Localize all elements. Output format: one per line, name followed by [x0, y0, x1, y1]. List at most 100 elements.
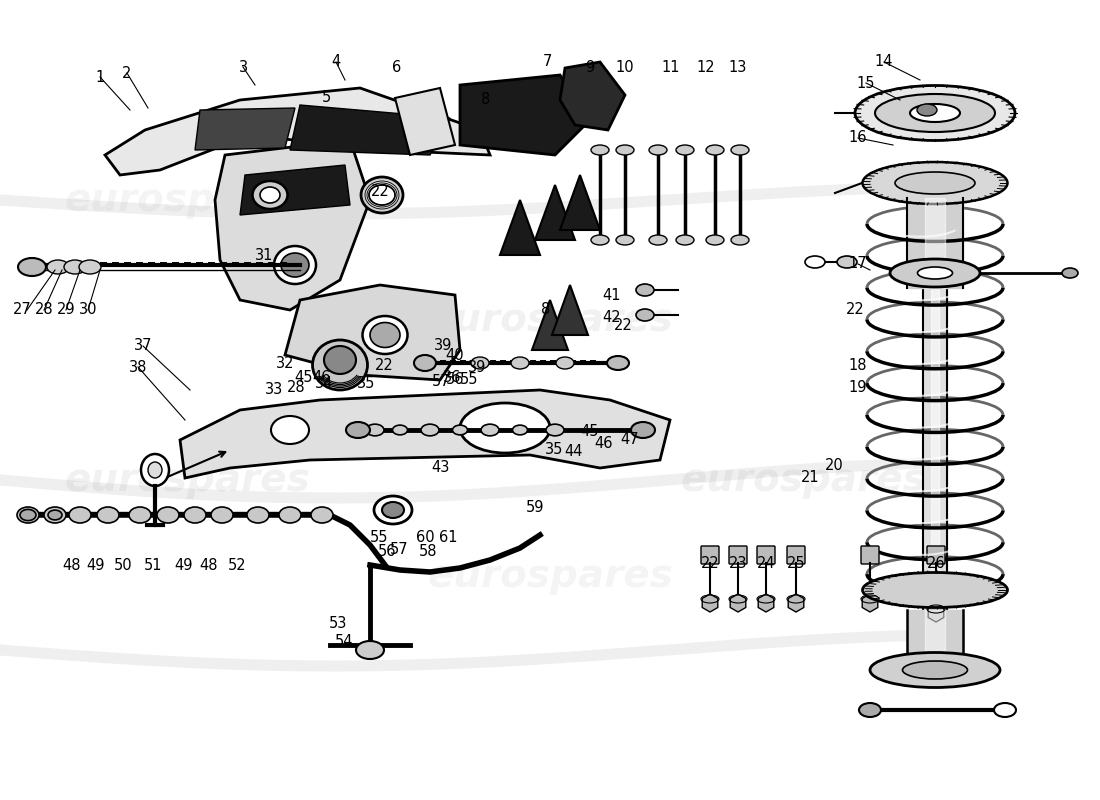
- Text: 54: 54: [334, 634, 353, 650]
- Text: 36: 36: [443, 370, 461, 385]
- Ellipse shape: [870, 653, 1000, 687]
- Ellipse shape: [157, 507, 179, 523]
- Text: 55: 55: [370, 530, 388, 545]
- Ellipse shape: [917, 267, 953, 279]
- Text: 35: 35: [356, 375, 375, 390]
- Ellipse shape: [79, 260, 101, 274]
- Ellipse shape: [44, 507, 66, 523]
- Text: eurospares: eurospares: [64, 181, 310, 219]
- Text: 8: 8: [541, 302, 551, 318]
- Text: 9: 9: [585, 59, 595, 74]
- Text: 22: 22: [614, 318, 632, 334]
- Text: 55: 55: [460, 373, 478, 387]
- Text: 41: 41: [603, 289, 622, 303]
- Ellipse shape: [452, 425, 468, 435]
- Ellipse shape: [862, 162, 1008, 204]
- Text: 34: 34: [315, 375, 333, 390]
- Text: 19: 19: [849, 381, 867, 395]
- Text: 7: 7: [542, 54, 552, 70]
- Ellipse shape: [184, 507, 206, 523]
- Ellipse shape: [312, 340, 367, 390]
- Text: 5: 5: [321, 90, 331, 105]
- Ellipse shape: [48, 510, 62, 520]
- Ellipse shape: [676, 145, 694, 155]
- Polygon shape: [214, 140, 370, 310]
- Text: 17: 17: [849, 257, 867, 271]
- Text: 29: 29: [57, 302, 75, 318]
- Text: 20: 20: [825, 458, 844, 474]
- Polygon shape: [500, 200, 540, 255]
- Text: 33: 33: [265, 382, 283, 398]
- Ellipse shape: [636, 284, 654, 296]
- Text: 60: 60: [416, 530, 434, 545]
- FancyBboxPatch shape: [757, 546, 776, 564]
- Ellipse shape: [706, 145, 724, 155]
- Text: 35: 35: [544, 442, 563, 457]
- Ellipse shape: [64, 260, 86, 274]
- Text: 4: 4: [331, 54, 341, 70]
- Ellipse shape: [370, 322, 400, 347]
- Ellipse shape: [368, 185, 395, 205]
- Ellipse shape: [421, 424, 439, 436]
- Ellipse shape: [862, 573, 1008, 607]
- Ellipse shape: [141, 454, 169, 486]
- Text: eurospares: eurospares: [64, 461, 310, 499]
- Text: 39: 39: [433, 338, 452, 353]
- Text: 56: 56: [377, 545, 396, 559]
- Ellipse shape: [732, 235, 749, 245]
- Ellipse shape: [481, 424, 499, 436]
- Ellipse shape: [631, 422, 654, 438]
- Ellipse shape: [636, 309, 654, 321]
- Polygon shape: [460, 75, 590, 155]
- Text: 42: 42: [603, 310, 622, 326]
- Text: eurospares: eurospares: [427, 557, 673, 595]
- Ellipse shape: [363, 316, 407, 354]
- Ellipse shape: [902, 661, 968, 679]
- Text: 8: 8: [482, 93, 491, 107]
- Text: 27: 27: [12, 302, 32, 318]
- Polygon shape: [560, 62, 625, 130]
- Text: 22: 22: [371, 185, 389, 199]
- Polygon shape: [532, 300, 568, 350]
- Ellipse shape: [676, 235, 694, 245]
- FancyBboxPatch shape: [701, 546, 719, 564]
- Text: 18: 18: [849, 358, 867, 373]
- Text: 48: 48: [63, 558, 81, 574]
- Ellipse shape: [248, 507, 270, 523]
- Ellipse shape: [837, 256, 857, 268]
- Ellipse shape: [607, 356, 629, 370]
- Polygon shape: [104, 88, 490, 175]
- Text: 57: 57: [431, 374, 450, 389]
- Ellipse shape: [471, 357, 490, 369]
- Text: 26: 26: [926, 557, 945, 571]
- Text: 23: 23: [728, 557, 747, 571]
- Polygon shape: [395, 88, 455, 155]
- Ellipse shape: [513, 425, 528, 435]
- Ellipse shape: [129, 507, 151, 523]
- Ellipse shape: [556, 357, 574, 369]
- Text: 57: 57: [389, 542, 408, 558]
- Text: 1: 1: [96, 70, 104, 85]
- Text: 61: 61: [439, 530, 458, 545]
- Polygon shape: [195, 108, 295, 150]
- Ellipse shape: [260, 187, 280, 203]
- Text: 22: 22: [375, 358, 394, 373]
- Text: 45: 45: [295, 370, 313, 385]
- Text: 49: 49: [87, 558, 106, 574]
- Ellipse shape: [311, 507, 333, 523]
- Ellipse shape: [732, 145, 749, 155]
- Text: 21: 21: [801, 470, 820, 486]
- Ellipse shape: [649, 145, 667, 155]
- Text: 48: 48: [200, 558, 218, 574]
- Text: eurospares: eurospares: [680, 461, 926, 499]
- Ellipse shape: [414, 355, 436, 371]
- Text: 25: 25: [786, 557, 805, 571]
- Ellipse shape: [18, 258, 46, 276]
- Text: 11: 11: [662, 59, 680, 74]
- Text: 53: 53: [329, 617, 348, 631]
- Ellipse shape: [616, 235, 634, 245]
- Ellipse shape: [346, 422, 370, 438]
- Ellipse shape: [382, 502, 404, 518]
- Ellipse shape: [895, 172, 975, 194]
- Text: 52: 52: [228, 558, 246, 574]
